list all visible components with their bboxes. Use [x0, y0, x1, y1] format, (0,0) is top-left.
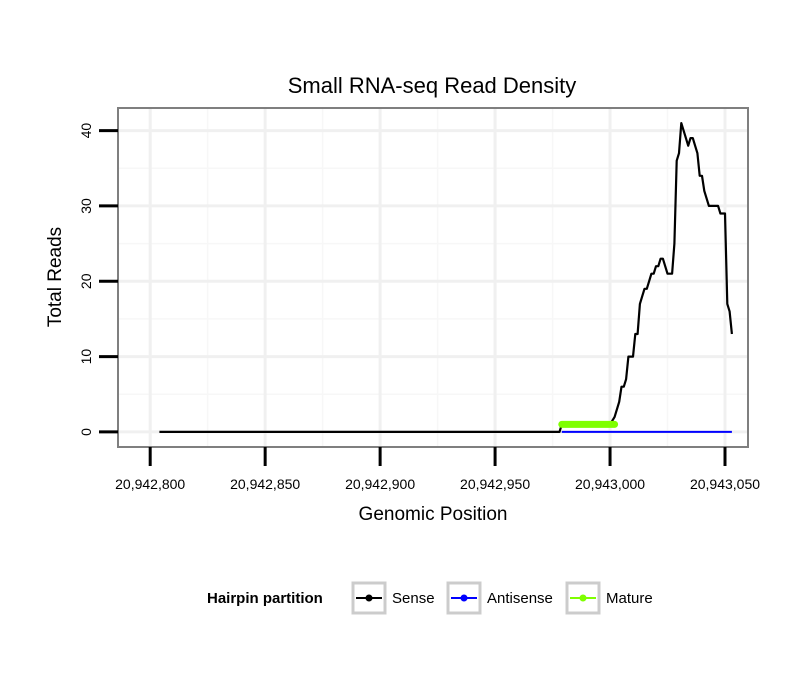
y-tick-label: 20 — [78, 273, 94, 289]
x-tick-label: 20,942,850 — [230, 476, 300, 492]
y-axis-title: Total Reads — [45, 227, 66, 327]
legend-point-sense — [365, 594, 373, 602]
plot-background — [118, 108, 748, 447]
x-tick-label: 20,943,050 — [690, 476, 760, 492]
legend: Hairpin partition Sense Antisense Mature — [207, 581, 653, 615]
x-tick-label: 20,942,950 — [460, 476, 530, 492]
y-axis: 0 10 20 30 40 — [78, 123, 118, 436]
y-tick-label: 0 — [78, 428, 94, 436]
y-tick-label: 30 — [78, 198, 94, 214]
legend-point-antisense — [460, 594, 468, 602]
x-tick-label: 20,943,000 — [575, 476, 645, 492]
y-tick-label: 10 — [78, 349, 94, 365]
legend-title: Hairpin partition — [207, 590, 323, 607]
series-line-sense — [159, 122, 733, 433]
grid — [118, 108, 748, 447]
y-tick-label: 40 — [78, 123, 94, 139]
x-tick-label: 20,942,900 — [345, 476, 415, 492]
x-axis-title: Genomic Position — [359, 504, 508, 525]
series-layer — [159, 122, 733, 433]
chart-title: Small RNA-seq Read Density — [288, 73, 577, 98]
x-tick-label: 20,942,800 — [115, 476, 185, 492]
legend-label-sense: Sense — [392, 590, 435, 607]
legend-point-mature — [579, 594, 587, 602]
plot-border — [117, 107, 749, 448]
x-axis: 20,942,800 20,942,850 20,942,900 20,942,950… — [115, 447, 760, 492]
legend-label-mature: Mature — [606, 590, 653, 607]
legend-label-antisense: Antisense — [487, 590, 553, 607]
